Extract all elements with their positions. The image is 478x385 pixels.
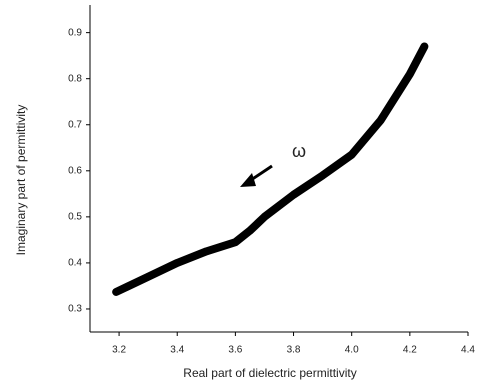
x-tick-label: 4.4 xyxy=(461,345,475,356)
y-axis-label: Imaginary part of permittivity xyxy=(14,105,28,256)
x-tick-label: 3.2 xyxy=(112,345,126,356)
y-tick-label: 0.7 xyxy=(68,119,82,130)
x-axis-label: Real part of dielectric permittivity xyxy=(183,366,356,380)
x-tick-label: 3.6 xyxy=(228,345,242,356)
y-tick-label: 0.9 xyxy=(68,27,82,38)
arrow-head xyxy=(240,173,256,187)
y-tick-label: 0.6 xyxy=(68,165,82,176)
x-tick-label: 3.8 xyxy=(287,345,301,356)
y-tick-label: 0.8 xyxy=(68,73,82,84)
y-tick-label: 0.5 xyxy=(68,211,82,222)
y-tick-label: 0.3 xyxy=(68,304,82,315)
x-tick-label: 4.0 xyxy=(345,345,359,356)
y-tick-label: 0.4 xyxy=(68,258,82,269)
x-tick-label: 3.4 xyxy=(170,345,184,356)
data-line xyxy=(112,42,429,296)
annotation: ω xyxy=(292,141,306,161)
x-tick-label: 4.2 xyxy=(403,345,417,356)
